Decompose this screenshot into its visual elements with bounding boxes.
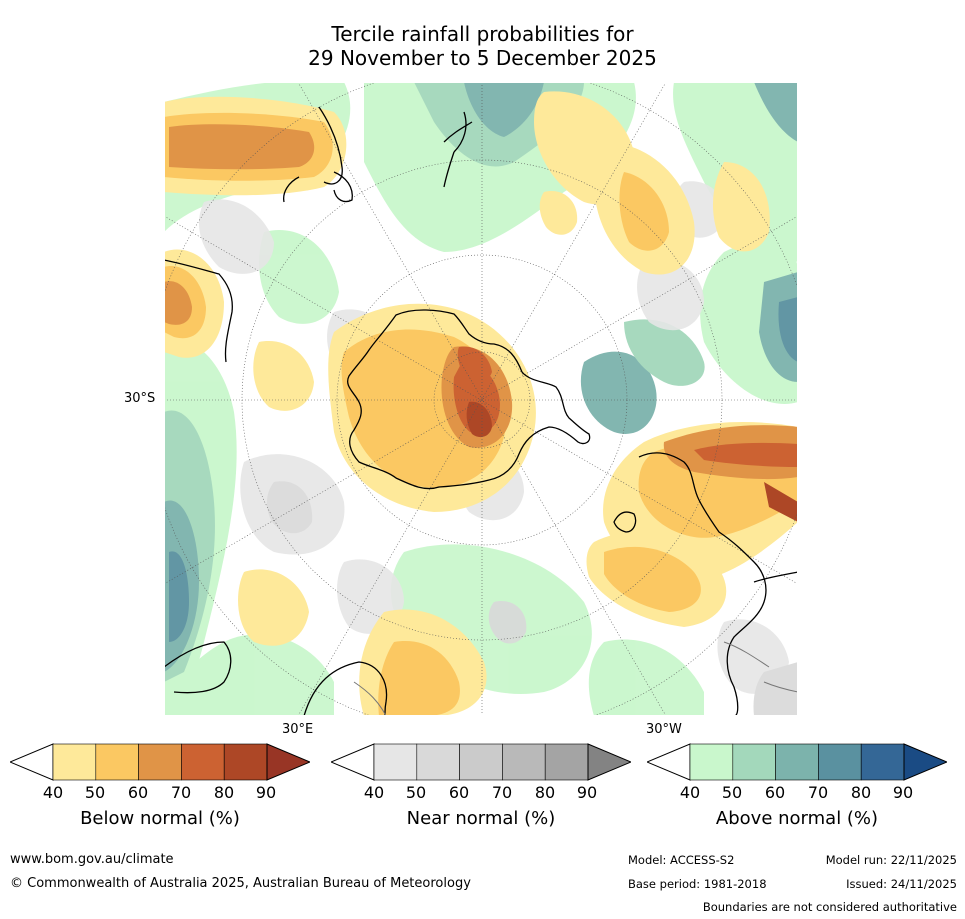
colorbar-cell (95, 743, 139, 781)
above-normal-colorbar-svg (647, 743, 947, 781)
tick-label: 50 (405, 783, 427, 802)
boundaries-note: Boundaries are not considered authoritat… (702, 900, 957, 914)
colorbar-cell (544, 743, 589, 781)
colorbar-cell (860, 743, 905, 781)
colorbar-over-arrow (266, 743, 310, 781)
colorbar-cell (138, 743, 182, 781)
above-normal-title: Above normal (%) (715, 808, 879, 829)
tick-label: 70 (807, 783, 829, 802)
colorbar-cell (732, 743, 776, 781)
colorbar-cell (689, 743, 734, 781)
colorbar-cell (223, 743, 268, 781)
latitude-label: 30°S (124, 391, 156, 406)
map-title-line2: 29 November to 5 December 2025 (308, 46, 657, 70)
model-text: Model: ACCESS-S2 (628, 853, 735, 867)
colorbar-under-arrow (647, 743, 691, 781)
tick-label: 70 (170, 783, 192, 802)
longitude-label-east: 30°E (282, 722, 314, 737)
colorbar-cell (52, 743, 97, 781)
tick-label: 90 (892, 783, 914, 802)
tick-label: 70 (491, 783, 513, 802)
tick-label: 80 (850, 783, 872, 802)
coastlines (164, 106, 798, 716)
map-title-line1: Tercile rainfall probabilities for (331, 22, 634, 46)
near-normal-title: Near normal (%) (406, 808, 556, 829)
base-period-text: Base period: 1981-2018 (628, 877, 767, 891)
tick-label: 40 (679, 783, 701, 802)
near-normal-colorbar (331, 743, 631, 781)
above-normal-colorbar (647, 743, 947, 781)
tick-label: 60 (448, 783, 470, 802)
below-normal-colorbar-svg (10, 743, 310, 781)
tick-label: 50 (721, 783, 743, 802)
graticule (164, 82, 798, 716)
polar-rainfall-map (164, 82, 798, 716)
below-normal-areas (164, 91, 798, 716)
longitude-label-west: 30°W (646, 722, 682, 737)
tick-label: 80 (213, 783, 235, 802)
tick-label: 80 (534, 783, 556, 802)
below-normal-title: Below normal (%) (80, 808, 240, 829)
colorbar-cell (181, 743, 225, 781)
colorbar-cell (818, 743, 862, 781)
tick-label: 90 (255, 783, 277, 802)
tick-label: 60 (127, 783, 149, 802)
tick-label: 90 (576, 783, 598, 802)
issued-text: Issued: 24/11/2025 (846, 877, 957, 891)
near-normal-colorbar-svg (331, 743, 631, 781)
tick-label: 50 (84, 783, 106, 802)
colorbar-cell (459, 743, 503, 781)
colorbar-cell (373, 743, 418, 781)
website-link[interactable]: www.bom.gov.au/climate (10, 852, 174, 867)
model-run-text: Model run: 22/11/2025 (825, 853, 957, 867)
colorbar-cell (775, 743, 819, 781)
tick-label: 60 (764, 783, 786, 802)
copyright-text: © Commonwealth of Australia 2025, Austra… (10, 876, 471, 891)
colorbar-cell (416, 743, 460, 781)
colorbar-over-arrow (903, 743, 947, 781)
tick-label: 40 (42, 783, 64, 802)
colorbar-under-arrow (331, 743, 375, 781)
tick-label: 40 (363, 783, 385, 802)
colorbar-under-arrow (10, 743, 54, 781)
colorbar-cell (502, 743, 546, 781)
colorbar-over-arrow (587, 743, 631, 781)
below-normal-colorbar (10, 743, 310, 781)
